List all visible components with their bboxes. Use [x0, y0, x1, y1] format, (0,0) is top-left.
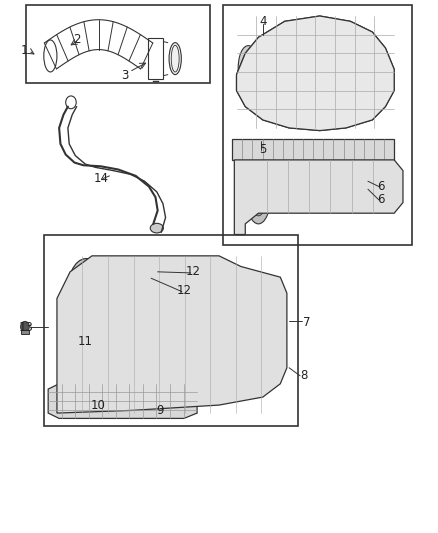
Ellipse shape	[68, 259, 107, 328]
Polygon shape	[69, 320, 88, 341]
Ellipse shape	[238, 46, 265, 109]
Ellipse shape	[169, 43, 181, 75]
Text: 3: 3	[121, 69, 128, 82]
Text: 11: 11	[78, 335, 93, 348]
Polygon shape	[232, 139, 394, 160]
Ellipse shape	[243, 54, 261, 101]
Text: 8: 8	[301, 369, 308, 382]
Ellipse shape	[79, 274, 96, 312]
Text: 12: 12	[177, 284, 191, 297]
Circle shape	[66, 96, 76, 109]
Circle shape	[359, 174, 368, 185]
Ellipse shape	[73, 266, 102, 320]
Polygon shape	[237, 16, 394, 131]
Text: 2: 2	[73, 34, 81, 46]
Polygon shape	[21, 330, 29, 334]
Ellipse shape	[44, 40, 57, 72]
Text: 9: 9	[156, 404, 164, 417]
Ellipse shape	[150, 223, 163, 233]
Text: 14: 14	[93, 172, 108, 185]
Circle shape	[98, 391, 108, 403]
Ellipse shape	[180, 308, 206, 353]
Polygon shape	[57, 256, 287, 413]
Circle shape	[140, 274, 149, 286]
Ellipse shape	[246, 171, 270, 224]
Circle shape	[151, 263, 160, 275]
Text: 10: 10	[91, 399, 106, 411]
Text: 5: 5	[259, 143, 266, 156]
Text: 13: 13	[19, 321, 34, 334]
Ellipse shape	[155, 367, 195, 385]
Circle shape	[21, 321, 29, 332]
Ellipse shape	[174, 300, 211, 361]
Polygon shape	[234, 160, 403, 235]
Polygon shape	[48, 384, 197, 418]
Text: 6: 6	[377, 180, 385, 193]
Circle shape	[359, 185, 368, 196]
Text: 1: 1	[20, 44, 28, 57]
Ellipse shape	[251, 179, 266, 216]
Circle shape	[279, 317, 286, 326]
Polygon shape	[279, 326, 286, 329]
Text: 12: 12	[185, 265, 200, 278]
Text: 7: 7	[303, 316, 311, 329]
Ellipse shape	[159, 369, 192, 383]
Text: 6: 6	[377, 193, 385, 206]
Text: 4: 4	[259, 15, 267, 28]
